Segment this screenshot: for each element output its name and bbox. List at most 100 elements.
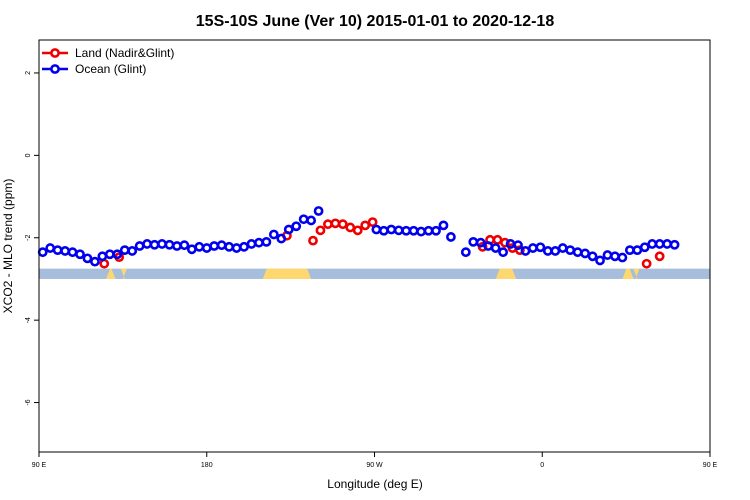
- data-point: [201, 243, 212, 253]
- y-tick-label: -2: [25, 235, 32, 241]
- ocean-series: [37, 206, 680, 267]
- data-point: [641, 258, 652, 269]
- land-segment: [622, 268, 634, 279]
- y-tick-label: -6: [25, 399, 32, 405]
- x-tick-label: 0: [540, 462, 544, 469]
- data-point: [468, 236, 479, 247]
- data-point: [431, 225, 441, 236]
- data-point: [401, 225, 412, 236]
- data-point: [239, 241, 249, 252]
- data-point: [408, 225, 419, 236]
- data-point: [360, 220, 371, 231]
- data-point: [97, 251, 108, 262]
- data-point: [209, 241, 220, 251]
- data-point: [595, 255, 605, 266]
- data-point: [572, 247, 583, 258]
- x-tick-label: 180: [201, 462, 213, 469]
- data-point: [254, 237, 264, 248]
- x-axis-ticks: 90 E 180 90 W 0 90 E: [32, 452, 718, 469]
- data-point: [639, 242, 650, 253]
- data-point: [323, 219, 333, 230]
- data-point: [475, 237, 486, 248]
- data-point: [67, 247, 78, 258]
- data-point: [520, 246, 531, 256]
- data-point: [330, 218, 341, 229]
- land-segment: [633, 268, 640, 279]
- data-point: [550, 246, 561, 256]
- data-point: [528, 243, 538, 253]
- data-point: [99, 258, 110, 269]
- legend-label: Land (Nadir&Glint): [75, 46, 174, 60]
- data-series: [37, 206, 680, 269]
- land-segment: [262, 268, 312, 279]
- data-point: [492, 234, 503, 245]
- data-point: [52, 245, 63, 256]
- legend-marker: [50, 48, 60, 58]
- y-axis-label: XCO2 - MLO trend (ppm): [1, 179, 15, 314]
- data-point: [313, 206, 324, 216]
- data-point: [565, 245, 576, 256]
- legend-item: Ocean (Glint): [42, 62, 146, 76]
- data-point: [90, 256, 100, 267]
- data-point: [104, 249, 115, 260]
- legend-label: Ocean (Glint): [75, 62, 146, 76]
- y-tick-label: -4: [25, 317, 32, 323]
- data-point: [378, 225, 389, 236]
- data-point: [647, 239, 658, 249]
- data-point: [164, 239, 175, 250]
- land-segment: [120, 268, 127, 279]
- data-point: [283, 224, 294, 235]
- data-point: [557, 243, 568, 253]
- data-point: [45, 243, 56, 253]
- legend-item: Land (Nadir&Glint): [42, 46, 174, 60]
- data-point: [513, 240, 523, 251]
- x-tick-label: 90 E: [32, 462, 47, 469]
- data-point: [60, 246, 70, 256]
- data-point: [416, 226, 426, 237]
- data-point: [352, 225, 363, 236]
- data-point: [112, 249, 123, 260]
- data-point: [446, 232, 456, 242]
- data-point: [127, 246, 138, 256]
- data-point: [337, 219, 348, 230]
- data-point: [179, 240, 190, 251]
- data-point: [498, 247, 509, 258]
- data-point: [298, 214, 309, 225]
- data-point: [514, 245, 525, 256]
- data-point: [37, 247, 48, 258]
- land-series: [99, 217, 665, 269]
- data-point: [224, 241, 235, 252]
- data-point: [149, 239, 160, 250]
- data-point: [306, 215, 317, 226]
- data-point: [632, 245, 643, 256]
- data-point: [602, 250, 613, 260]
- data-point: [82, 253, 93, 264]
- data-point: [315, 225, 326, 236]
- data-point: [119, 245, 130, 256]
- data-point: [172, 241, 182, 251]
- x-tick-label: 90 W: [366, 462, 383, 469]
- legend: Land (Nadir&Glint) Ocean (Glint): [42, 46, 174, 76]
- data-point: [438, 220, 449, 231]
- data-point: [610, 251, 620, 262]
- data-point: [268, 229, 279, 240]
- data-point: [367, 217, 378, 228]
- y-axis-ticks: 2 0 -2 -4 -6: [25, 71, 39, 406]
- data-point: [500, 237, 510, 248]
- land-segment: [495, 268, 517, 279]
- data-point: [669, 239, 680, 250]
- data-point: [75, 249, 85, 260]
- data-point: [345, 222, 356, 233]
- data-point: [617, 252, 628, 263]
- data-point: [393, 225, 404, 236]
- data-point: [231, 243, 242, 253]
- data-point: [542, 246, 553, 256]
- data-point: [276, 233, 287, 244]
- data-point: [157, 239, 167, 249]
- y-tick-label: 2: [25, 71, 32, 75]
- data-point: [624, 245, 635, 256]
- plot-frame: [38, 39, 711, 453]
- data-point: [460, 247, 471, 258]
- data-point: [535, 242, 546, 253]
